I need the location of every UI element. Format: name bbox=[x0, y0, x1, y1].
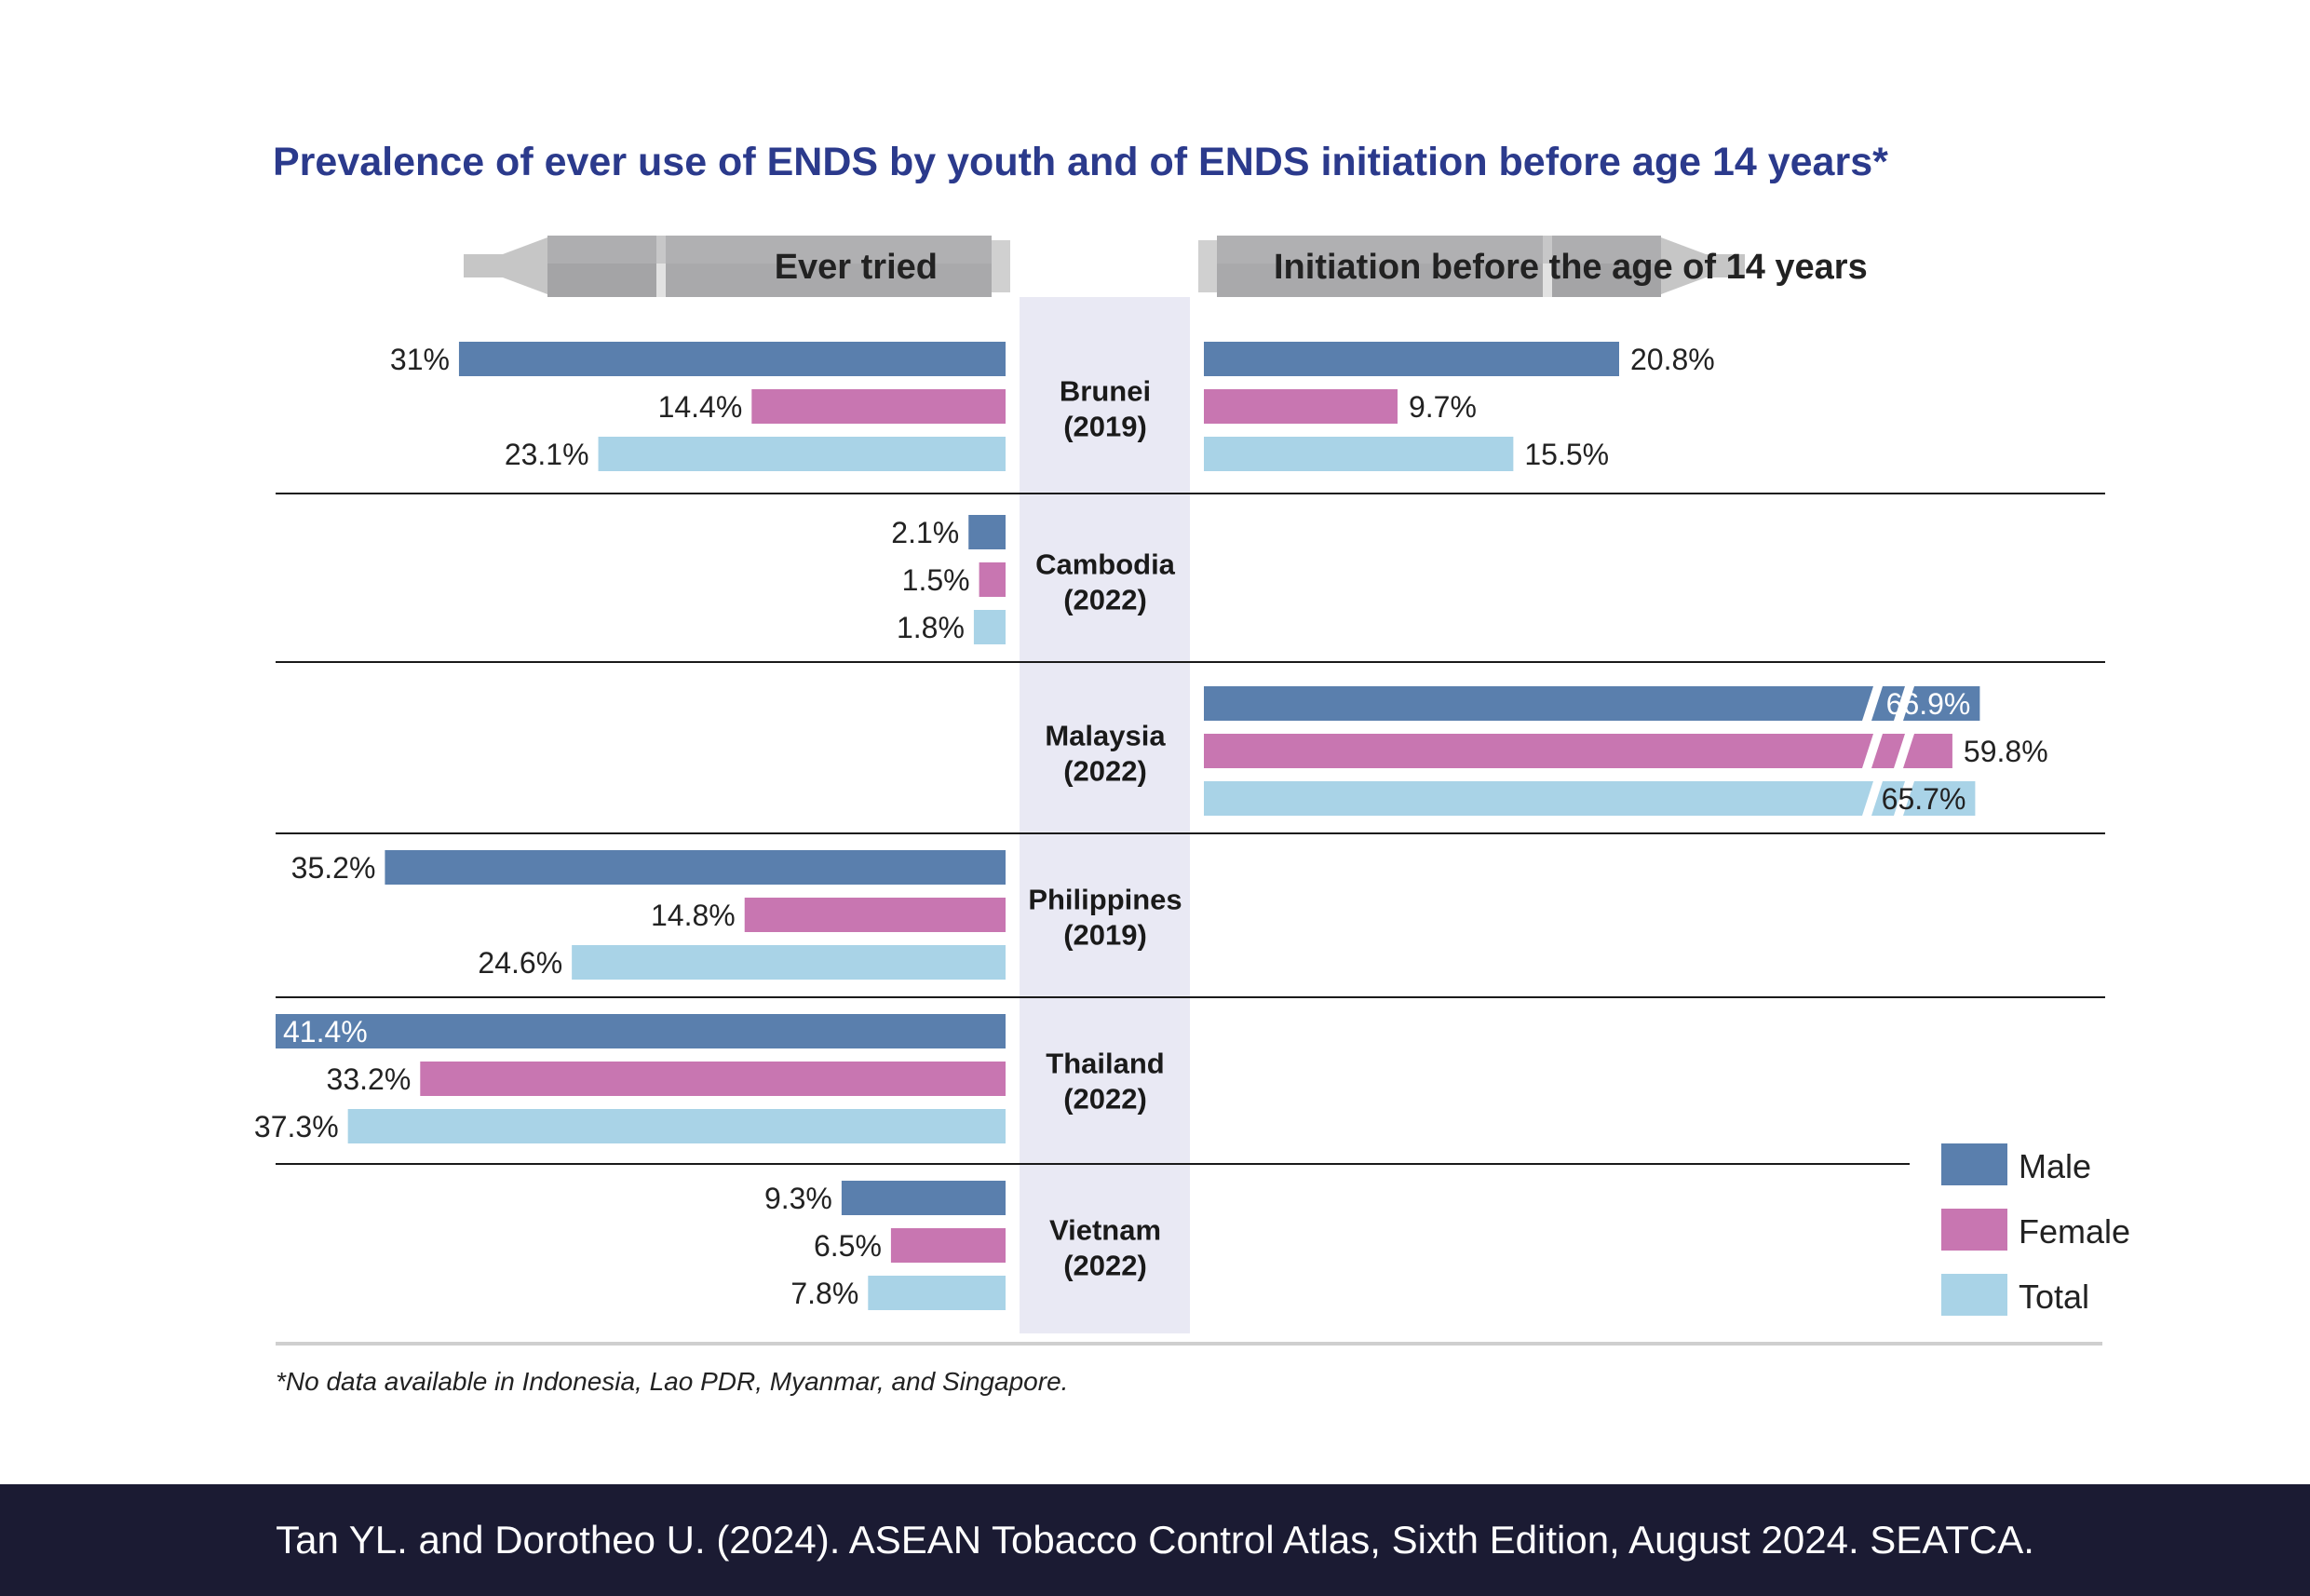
initiation-bar-brunei-total bbox=[1204, 437, 1514, 471]
initiation-label-brunei-male: 20.8% bbox=[1630, 343, 1715, 376]
ever-tried-bar-philippines-female bbox=[744, 898, 1006, 932]
ever-tried-bar-vietnam-female bbox=[890, 1228, 1006, 1263]
axis-break-mark bbox=[1862, 686, 1883, 721]
axis-break-mark bbox=[1862, 734, 1883, 768]
ever-tried-bar-vietnam-total bbox=[868, 1276, 1006, 1310]
axis-break-mark bbox=[1894, 734, 1914, 768]
legend-swatch-female bbox=[1941, 1209, 2007, 1251]
ever-tried-label-cambodia-male: 2.1% bbox=[891, 516, 959, 549]
country-label-thailand: Thailand bbox=[1046, 1048, 1164, 1080]
initiation-label-malaysia-total: 65.7% bbox=[1882, 782, 1966, 816]
initiation-label-malaysia-female: 59.8% bbox=[1964, 735, 2048, 768]
bars-layer: Brunei(2019)31%14.4%23.1%20.8%9.7%15.5%C… bbox=[254, 342, 2048, 1310]
ever-tried-bar-philippines-male bbox=[385, 850, 1006, 885]
legend-swatch-total bbox=[1941, 1274, 2007, 1316]
ever-tried-label-brunei-male: 31% bbox=[390, 343, 450, 376]
initiation-device-icon bbox=[1198, 236, 1745, 297]
ever-tried-label-thailand-total: 37.3% bbox=[254, 1110, 339, 1143]
ever-tried-bar-vietnam-male bbox=[841, 1181, 1006, 1215]
country-label-cambodia: Cambodia bbox=[1035, 548, 1176, 581]
country-year-brunei: (2019) bbox=[1063, 411, 1147, 443]
footnote: *No data available in Indonesia, Lao PDR… bbox=[276, 1367, 1068, 1396]
ever-tried-label-philippines-total: 24.6% bbox=[478, 946, 562, 980]
ever-tried-label-philippines-female: 14.8% bbox=[651, 899, 736, 932]
ever-tried-label-vietnam-male: 9.3% bbox=[764, 1182, 832, 1215]
ever-tried-bar-cambodia-male bbox=[968, 515, 1006, 549]
ever-tried-header: Ever tried bbox=[775, 248, 938, 287]
legend-label-total: Total bbox=[2019, 1278, 2089, 1316]
ever-tried-label-vietnam-total: 7.8% bbox=[790, 1277, 858, 1310]
ever-tried-label-thailand-female: 33.2% bbox=[327, 1062, 412, 1096]
legend-label-male: Male bbox=[2019, 1147, 2091, 1185]
ever-tried-bar-brunei-total bbox=[598, 437, 1006, 471]
country-band bbox=[1020, 297, 1190, 1333]
country-year-thailand: (2022) bbox=[1063, 1083, 1147, 1116]
country-year-philippines: (2019) bbox=[1063, 919, 1147, 952]
country-year-malaysia: (2022) bbox=[1063, 755, 1147, 788]
ever-tried-bar-cambodia-total bbox=[973, 610, 1006, 644]
ever-tried-label-cambodia-total: 1.8% bbox=[897, 611, 965, 644]
initiation-bar-malaysia-total bbox=[1204, 781, 1976, 816]
ever-tried-device-icon bbox=[464, 236, 1010, 297]
ever-tried-bar-thailand-male bbox=[276, 1014, 1006, 1048]
country-label-brunei: Brunei bbox=[1060, 375, 1151, 408]
ever-tried-label-thailand-male: 41.4% bbox=[283, 1015, 368, 1048]
ever-tried-bar-brunei-male bbox=[458, 342, 1006, 376]
axis-break-mark bbox=[1894, 781, 1914, 816]
axis-break-mark bbox=[1862, 781, 1883, 816]
country-year-vietnam: (2022) bbox=[1063, 1250, 1147, 1282]
ever-tried-bar-cambodia-female bbox=[979, 562, 1006, 597]
initiation-header: Initiation before the age of 14 years bbox=[1274, 248, 1868, 287]
ever-tried-bar-thailand-female bbox=[420, 1062, 1006, 1096]
ever-tried-label-cambodia-female: 1.5% bbox=[902, 563, 970, 597]
source-footer: Tan YL. and Dorotheo U. (2024). ASEAN To… bbox=[0, 1484, 2310, 1596]
initiation-bar-brunei-female bbox=[1204, 389, 1398, 424]
initiation-bar-malaysia-female bbox=[1204, 734, 1952, 768]
country-year-cambodia: (2022) bbox=[1063, 584, 1147, 616]
initiation-bar-malaysia-male bbox=[1204, 686, 1980, 721]
initiation-label-brunei-total: 15.5% bbox=[1524, 438, 1609, 471]
ever-tried-bar-thailand-total bbox=[347, 1109, 1006, 1143]
country-label-malaysia: Malaysia bbox=[1045, 720, 1166, 752]
legend: Male Female Total bbox=[1941, 1143, 2130, 1316]
chart: Prevalence of ever use of ENDS by youth … bbox=[254, 140, 2130, 1396]
axis-break-mark bbox=[1894, 686, 1914, 721]
ever-tried-label-brunei-female: 14.4% bbox=[658, 390, 743, 424]
ever-tried-bar-philippines-total bbox=[572, 945, 1006, 980]
country-label-philippines: Philippines bbox=[1028, 884, 1182, 916]
initiation-label-brunei-female: 9.7% bbox=[1409, 390, 1477, 424]
chart-title: Prevalence of ever use of ENDS by youth … bbox=[273, 140, 1888, 184]
initiation-label-malaysia-male: 66.9% bbox=[1886, 687, 1971, 721]
legend-swatch-male bbox=[1941, 1143, 2007, 1185]
ever-tried-label-brunei-total: 23.1% bbox=[505, 438, 589, 471]
legend-label-female: Female bbox=[2019, 1212, 2130, 1251]
ever-tried-label-philippines-male: 35.2% bbox=[291, 851, 376, 885]
initiation-bar-brunei-male bbox=[1204, 342, 1619, 376]
ever-tried-bar-brunei-female bbox=[751, 389, 1006, 424]
ever-tried-label-vietnam-female: 6.5% bbox=[814, 1229, 882, 1263]
country-label-vietnam: Vietnam bbox=[1049, 1214, 1161, 1247]
